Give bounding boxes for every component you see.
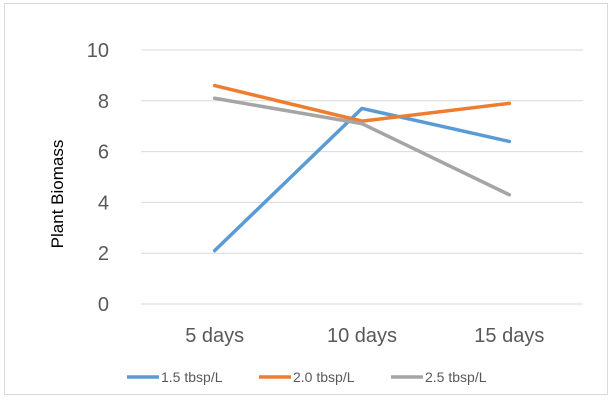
legend-label: 2.0 tbsp/L [293,369,355,385]
y-tick-label: 0 [98,294,109,316]
y-axis-ticks: 0 2 4 6 8 10 [87,40,109,316]
y-tick-label: 2 [98,243,109,265]
series-lines [212,83,512,253]
y-axis-title: Plant Biomass [48,140,67,249]
x-tick-label: 10 days [327,325,397,347]
legend-label: 1.5 tbsp/L [161,369,223,385]
y-tick-label: 8 [98,91,109,113]
gridlines [141,49,583,305]
y-tick-label: 6 [98,142,109,164]
series-line-2 [212,83,512,123]
x-tick-label: 5 days [185,325,244,347]
series-line-3 [212,96,512,197]
legend: 1.5 tbsp/L 2.0 tbsp/L 2.5 tbsp/L [127,369,487,385]
series-line-1 [212,106,512,253]
y-tick-label: 10 [87,40,109,62]
chart-frame: 0 2 4 6 8 10 5 days 10 days 15 days Plant Bioma… [4,3,608,395]
x-tick-label: 15 days [474,325,544,347]
y-tick-label: 4 [98,192,109,214]
x-axis-ticks: 5 days 10 days 15 days [185,325,544,347]
line-chart: 0 2 4 6 8 10 5 days 10 days 15 days Plant Bioma… [48,40,583,385]
legend-label: 2.5 tbsp/L [425,369,487,385]
